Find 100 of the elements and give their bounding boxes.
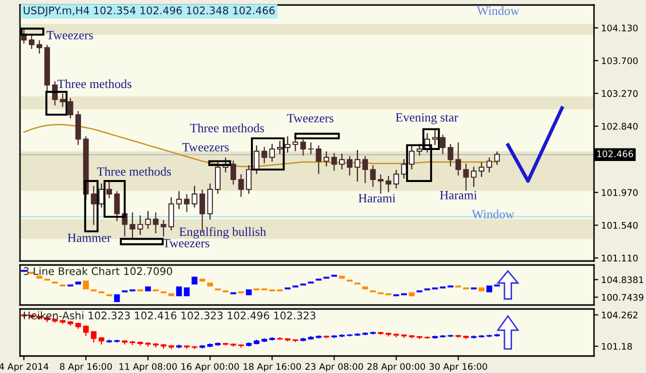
candlestick bbox=[114, 191, 120, 222]
annotation: Tweezers bbox=[287, 114, 334, 122]
y-tick-label: 104.262 bbox=[602, 312, 638, 318]
candlestick bbox=[432, 128, 438, 145]
y-tick-label: 104.130 bbox=[602, 24, 638, 32]
candlestick bbox=[455, 142, 462, 176]
annotation: Tweezers bbox=[46, 31, 93, 40]
candlestick bbox=[486, 158, 492, 172]
bar bbox=[83, 280, 89, 290]
x-tick-label: 30 Apr 16:00 bbox=[430, 363, 488, 372]
candlestick bbox=[378, 174, 384, 194]
candlestick bbox=[269, 144, 275, 162]
annotation: Evening star bbox=[396, 113, 458, 124]
x-tick-label: 18 Apr 16:00 bbox=[244, 363, 301, 372]
candlestick bbox=[494, 151, 500, 165]
annotation: Window bbox=[472, 210, 514, 218]
candlestick bbox=[130, 212, 136, 238]
annotation: Engulfing bullish bbox=[179, 227, 266, 239]
candlestick bbox=[28, 36, 34, 49]
candlestick bbox=[478, 162, 484, 177]
candlestick bbox=[83, 325, 89, 336]
candlestick bbox=[331, 153, 337, 171]
annotation: Harami bbox=[440, 190, 477, 200]
candlestick bbox=[308, 142, 314, 154]
candlestick bbox=[277, 140, 283, 154]
candlestick bbox=[362, 156, 368, 184]
bar bbox=[75, 282, 82, 285]
candlestick bbox=[448, 144, 454, 166]
candlestick bbox=[346, 156, 352, 176]
candlestick bbox=[214, 162, 221, 194]
candlestick bbox=[354, 150, 360, 182]
candlestick bbox=[60, 94, 66, 107]
annotation: Hammer bbox=[68, 234, 111, 242]
candlestick bbox=[122, 340, 128, 345]
candlestick bbox=[98, 183, 104, 208]
candlestick bbox=[199, 345, 206, 348]
candlestick bbox=[386, 176, 392, 192]
candlestick bbox=[300, 139, 306, 156]
bar bbox=[176, 286, 182, 296]
bar bbox=[207, 282, 213, 286]
chart-title: Heiken-Ashi 102.323 102.416 102.323 102.496 102.323 bbox=[24, 311, 316, 320]
candlestick bbox=[292, 138, 298, 152]
candlestick bbox=[324, 151, 330, 166]
y-tick-label: 101.540 bbox=[602, 222, 638, 229]
candlestick bbox=[262, 146, 268, 164]
candlestick bbox=[440, 335, 446, 338]
candlestick bbox=[152, 343, 159, 348]
annotation: Three methods bbox=[190, 124, 264, 132]
candlestick bbox=[370, 165, 376, 187]
candlestick bbox=[168, 345, 174, 350]
y-tick-label: 102.840 bbox=[602, 122, 638, 130]
candlestick bbox=[36, 40, 42, 54]
ref-line-label: 102.466 bbox=[597, 150, 634, 158]
bar bbox=[114, 294, 120, 302]
annotation: Three methods bbox=[57, 79, 132, 88]
candlestick bbox=[254, 145, 260, 174]
annotation: Tweezers bbox=[182, 143, 229, 152]
candlestick bbox=[176, 191, 182, 209]
x-tick-label: 16 Apr 00:00 bbox=[182, 363, 239, 372]
annotation: Three methods bbox=[97, 166, 171, 176]
candlestick bbox=[106, 340, 112, 343]
y-tick-label: 101.110 bbox=[602, 254, 638, 262]
candlestick bbox=[238, 174, 244, 197]
candlestick bbox=[106, 182, 112, 198]
candlestick bbox=[160, 220, 166, 236]
candlestick bbox=[440, 134, 446, 154]
candlestick bbox=[316, 145, 322, 174]
bar bbox=[486, 285, 492, 292]
candlestick bbox=[137, 342, 144, 346]
x-tick-label: 11 Apr 08:00 bbox=[120, 363, 177, 372]
candlestick bbox=[463, 164, 469, 191]
bar bbox=[192, 276, 198, 285]
x-tick-label: 8 Apr 16:00 bbox=[60, 363, 112, 372]
bar bbox=[478, 287, 484, 292]
candlestick bbox=[137, 215, 144, 235]
y-tick-label: 103.700 bbox=[602, 57, 638, 64]
candlestick bbox=[393, 334, 400, 338]
candlestick bbox=[192, 186, 198, 208]
candlestick bbox=[184, 194, 190, 212]
y-tick-label: 103.270 bbox=[602, 90, 638, 97]
candlestick bbox=[486, 334, 492, 338]
candlestick bbox=[145, 210, 151, 229]
annotation: Harami bbox=[358, 194, 396, 202]
candlestick bbox=[68, 98, 74, 118]
candlestick bbox=[168, 197, 174, 230]
candlestick bbox=[230, 160, 236, 185]
candlestick bbox=[90, 331, 96, 343]
bar bbox=[199, 278, 206, 282]
bar bbox=[362, 286, 368, 290]
candlestick bbox=[90, 186, 96, 225]
x-tick-label: 28 Apr 00:00 bbox=[367, 363, 426, 372]
candlestick bbox=[339, 154, 345, 170]
candlestick bbox=[470, 166, 477, 187]
y-tick-label: 101.970 bbox=[602, 189, 638, 196]
y-tick-label: 101.18 bbox=[602, 342, 632, 350]
annotation: Window bbox=[476, 6, 520, 16]
candlestick bbox=[393, 170, 400, 188]
y-tick-label: 100.7439 bbox=[602, 294, 644, 301]
bar bbox=[145, 286, 151, 292]
y-tick-label: 104.8381 bbox=[602, 276, 644, 284]
